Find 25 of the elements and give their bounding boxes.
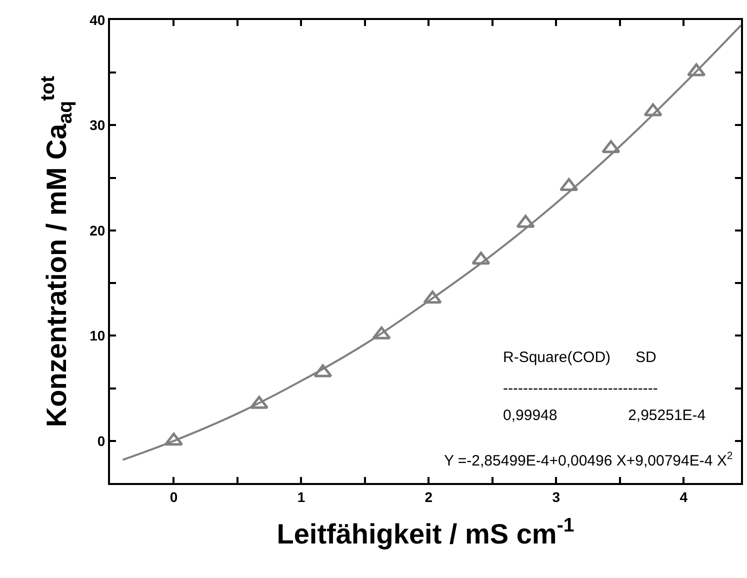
x-tick-label: 1	[297, 488, 306, 505]
x-tick-label: 2	[424, 488, 433, 505]
x-tick-label: 4	[680, 488, 688, 505]
point	[644, 103, 662, 116]
y-tick-label: 10	[90, 328, 106, 344]
y-tick-label: 0	[97, 432, 106, 449]
point	[516, 214, 535, 228]
point	[560, 178, 578, 192]
x-tick-label: 3	[552, 488, 560, 505]
y-tick-label: 40	[90, 12, 106, 28]
point	[250, 396, 268, 409]
point	[472, 252, 490, 265]
annotation: -------------------------------	[503, 380, 658, 397]
annotation: Y =-2,85499E-4+0,00496 X+9,00794E-4 X$^{2}$	[444, 450, 733, 470]
point	[423, 290, 442, 304]
x-tick-label: 0	[170, 488, 178, 505]
annotation: R-Square(COD) SD	[503, 349, 657, 366]
y-tick-label: 30	[90, 117, 106, 134]
point	[314, 364, 332, 378]
point	[602, 140, 620, 154]
y-tick-label: 20	[90, 222, 106, 238]
point	[687, 63, 706, 76]
x-axis-title: Leitfähigkeit / mS cm$^{-1}$	[276, 514, 574, 550]
annotation: 0,99948 2,95251E-4	[503, 407, 706, 424]
point	[372, 326, 391, 340]
